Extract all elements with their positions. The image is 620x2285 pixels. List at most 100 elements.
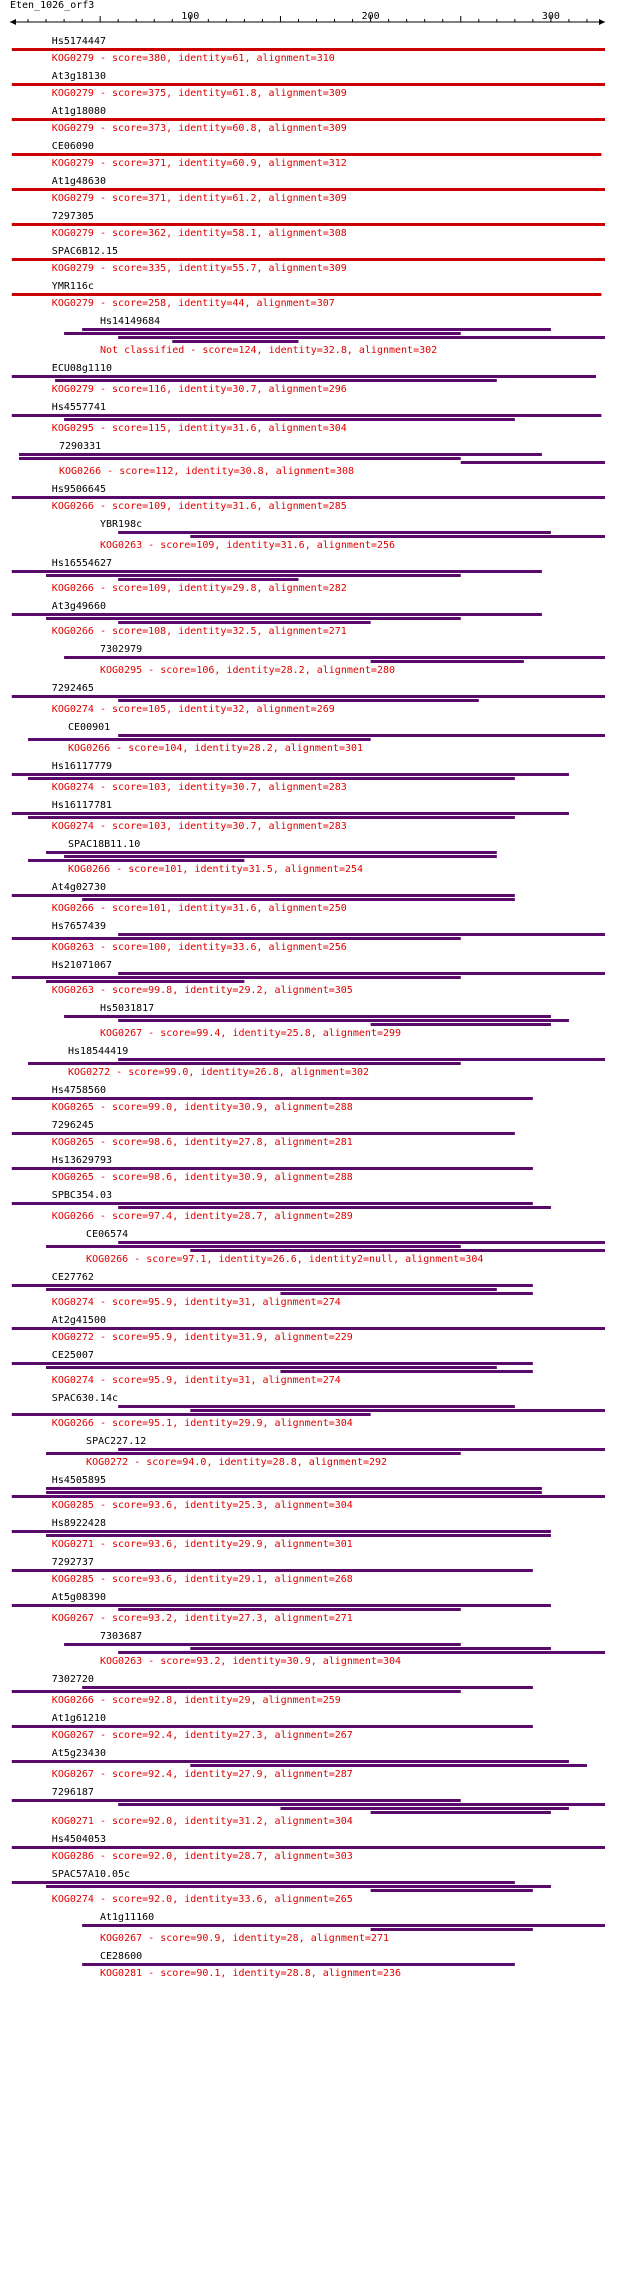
hit-description[interactable]: KOG0274 - score=92.0, identity=33.6, ali… xyxy=(51,1894,353,1905)
hit-description[interactable]: KOG0266 - score=109, identity=29.8, alig… xyxy=(51,583,347,594)
hit-name[interactable]: 7302720 xyxy=(51,1674,94,1685)
hit-description[interactable]: KOG0266 - score=97.4, identity=28.7, ali… xyxy=(51,1211,353,1222)
hit-description[interactable]: KOG0295 - score=106, identity=28.2, alig… xyxy=(100,665,396,676)
hit-description[interactable]: KOG0279 - score=373, identity=60.8, alig… xyxy=(51,123,347,134)
hit-description[interactable]: KOG0272 - score=94.0, identity=28.8, ali… xyxy=(86,1457,388,1468)
hit-description[interactable]: KOG0271 - score=93.6, identity=29.9, ali… xyxy=(51,1539,353,1550)
hit-description[interactable]: KOG0267 - score=93.2, identity=27.3, ali… xyxy=(51,1613,353,1624)
hit-name[interactable]: SPAC227.12 xyxy=(86,1436,147,1447)
hit-description[interactable]: KOG0286 - score=92.0, identity=28.7, ali… xyxy=(51,1851,353,1862)
hit-name[interactable]: CE25007 xyxy=(51,1350,94,1361)
hit-name[interactable]: YMR116c xyxy=(51,281,94,292)
hit-description[interactable]: KOG0263 - score=100, identity=33.6, alig… xyxy=(51,942,347,953)
hit-description[interactable]: KOG0266 - score=101, identity=31.6, alig… xyxy=(51,903,347,914)
hit-description[interactable]: KOG0267 - score=92.4, identity=27.3, ali… xyxy=(51,1730,353,1741)
hit-name[interactable]: SPAC57A10.05c xyxy=(51,1869,131,1880)
hit-name[interactable]: At1g18080 xyxy=(51,106,106,117)
hit-name[interactable]: 7297305 xyxy=(51,211,94,222)
hit-name[interactable]: CE28600 xyxy=(100,1951,143,1962)
hit-description[interactable]: KOG0285 - score=93.6, identity=29.1, ali… xyxy=(51,1574,353,1585)
hit-name[interactable]: 7302979 xyxy=(100,644,143,655)
hit-description[interactable]: KOG0279 - score=371, identity=60.9, alig… xyxy=(51,158,347,169)
hit-description[interactable]: KOG0266 - score=95.1, identity=29.9, ali… xyxy=(51,1418,353,1429)
hit-name[interactable]: 7292737 xyxy=(51,1557,94,1568)
hit-description[interactable]: KOG0279 - score=116, identity=30.7, alig… xyxy=(51,384,347,395)
hit-description[interactable]: KOG0267 - score=90.9, identity=28, align… xyxy=(100,1933,389,1944)
hit-name[interactable]: At5g23430 xyxy=(51,1748,106,1759)
hit-name[interactable]: Hs4758560 xyxy=(51,1085,106,1096)
hit-name[interactable]: CE27762 xyxy=(51,1272,94,1283)
hit-description[interactable]: KOG0266 - score=101, identity=31.5, alig… xyxy=(68,864,364,875)
hit-name[interactable]: Hs18544419 xyxy=(68,1046,129,1057)
hit-name[interactable]: At2g41500 xyxy=(51,1315,106,1326)
hit-name[interactable]: Hs16117781 xyxy=(51,800,113,811)
hit-name[interactable]: Hs9506645 xyxy=(51,484,106,495)
hit-name[interactable]: Hs4505895 xyxy=(51,1475,106,1486)
hit-name[interactable]: Hs4504053 xyxy=(51,1834,106,1845)
hit-name[interactable]: SPAC6B12.15 xyxy=(51,246,119,257)
hit-description[interactable]: KOG0263 - score=93.2, identity=30.9, ali… xyxy=(100,1656,402,1667)
hit-description[interactable]: KOG0267 - score=99.4, identity=25.8, ali… xyxy=(100,1028,402,1039)
hit-description[interactable]: KOG0266 - score=104, identity=28.2, alig… xyxy=(68,743,364,754)
hit-description[interactable]: KOG0274 - score=105, identity=32, alignm… xyxy=(51,704,335,715)
hit-name[interactable]: SPBC354.03 xyxy=(51,1190,113,1201)
hit-description[interactable]: KOG0265 - score=99.0, identity=30.9, ali… xyxy=(51,1102,353,1113)
hit-name[interactable]: CE06090 xyxy=(51,141,94,152)
hit-name[interactable]: Hs4557741 xyxy=(51,402,106,413)
hit-description[interactable]: KOG0274 - score=95.9, identity=31, align… xyxy=(51,1297,341,1308)
hit-name[interactable]: 7290331 xyxy=(59,441,102,452)
hit-name[interactable]: SPAC18B11.10 xyxy=(68,839,141,850)
hit-description[interactable]: KOG0263 - score=99.8, identity=29.2, ali… xyxy=(51,985,353,996)
hit-description[interactable]: KOG0279 - score=362, identity=58.1, alig… xyxy=(51,228,347,239)
hit-name[interactable]: CE00901 xyxy=(68,722,111,733)
hit-name[interactable]: Hs8922428 xyxy=(51,1518,106,1529)
hit-name[interactable]: Hs7657439 xyxy=(51,921,106,932)
hit-description[interactable]: KOG0266 - score=112, identity=30.8, alig… xyxy=(59,466,355,477)
hit-name[interactable]: At1g48630 xyxy=(51,176,106,187)
hit-name[interactable]: At1g11160 xyxy=(100,1912,155,1923)
hit-description[interactable]: Not classified - score=124, identity=32.… xyxy=(100,345,438,356)
hit-description[interactable]: KOG0266 - score=109, identity=31.6, alig… xyxy=(51,501,347,512)
hit-description[interactable]: KOG0272 - score=99.0, identity=26.8, ali… xyxy=(68,1067,370,1078)
hit-name[interactable]: At5g08390 xyxy=(51,1592,106,1603)
hit-description[interactable]: KOG0271 - score=92.0, identity=31.2, ali… xyxy=(51,1816,353,1827)
hit-description[interactable]: KOG0272 - score=95.9, identity=31.9, ali… xyxy=(51,1332,353,1343)
hit-description[interactable]: KOG0279 - score=335, identity=55.7, alig… xyxy=(51,263,347,274)
hit-name[interactable]: Hs14149684 xyxy=(100,316,161,327)
hit-description[interactable]: KOG0274 - score=95.9, identity=31, align… xyxy=(51,1375,341,1386)
hit-name[interactable]: At1g61210 xyxy=(51,1713,106,1724)
hit-name[interactable]: ECU08g1110 xyxy=(51,363,113,374)
hit-name[interactable]: At4g02730 xyxy=(51,882,106,893)
hit-name[interactable]: SPAC630.14c xyxy=(51,1393,119,1404)
hit-description[interactable]: KOG0265 - score=98.6, identity=27.8, ali… xyxy=(51,1137,353,1148)
hit-name[interactable]: CE06574 xyxy=(86,1229,129,1240)
hit-name[interactable]: Hs16117779 xyxy=(51,761,113,772)
hit-name[interactable]: 7292465 xyxy=(51,683,94,694)
hit-description[interactable]: KOG0267 - score=92.4, identity=27.9, ali… xyxy=(51,1769,353,1780)
hit-description[interactable]: KOG0274 - score=103, identity=30.7, alig… xyxy=(51,821,347,832)
hit-description[interactable]: KOG0279 - score=375, identity=61.8, alig… xyxy=(51,88,347,99)
hit-name[interactable]: Hs13629793 xyxy=(51,1155,113,1166)
hit-description[interactable]: KOG0265 - score=98.6, identity=30.9, ali… xyxy=(51,1172,353,1183)
hit-description[interactable]: KOG0285 - score=93.6, identity=25.3, ali… xyxy=(51,1500,353,1511)
hit-name[interactable]: 7303687 xyxy=(100,1631,143,1642)
hit-name[interactable]: At3g49660 xyxy=(51,601,106,612)
hit-description[interactable]: KOG0279 - score=380, identity=61, alignm… xyxy=(51,53,335,64)
hit-description[interactable]: KOG0281 - score=90.1, identity=28.8, ali… xyxy=(100,1968,402,1979)
hit-name[interactable]: YBR198c xyxy=(100,519,143,530)
hit-description[interactable]: KOG0263 - score=109, identity=31.6, alig… xyxy=(100,540,396,551)
hit-description[interactable]: KOG0279 - score=258, identity=44, alignm… xyxy=(51,298,335,309)
hit-name[interactable]: Hs16554627 xyxy=(51,558,113,569)
hit-description[interactable]: KOG0279 - score=371, identity=61.2, alig… xyxy=(51,193,347,204)
hit-name[interactable]: Hs5031817 xyxy=(100,1003,155,1014)
hit-name[interactable]: 7296245 xyxy=(51,1120,94,1131)
hit-name[interactable]: At3g18130 xyxy=(51,71,106,82)
hit-description[interactable]: KOG0274 - score=103, identity=30.7, alig… xyxy=(51,782,347,793)
hit-description[interactable]: KOG0295 - score=115, identity=31.6, alig… xyxy=(51,423,347,434)
hit-name[interactable]: Hs21071067 xyxy=(51,960,113,971)
hit-description[interactable]: KOG0266 - score=92.8, identity=29, align… xyxy=(51,1695,341,1706)
hit-name[interactable]: Hs5174447 xyxy=(51,36,106,47)
hit-description[interactable]: KOG0266 - score=97.1, identity=26.6, ide… xyxy=(86,1254,484,1265)
hit-description[interactable]: KOG0266 - score=108, identity=32.5, alig… xyxy=(51,626,347,637)
hit-name[interactable]: 7296187 xyxy=(51,1787,94,1798)
